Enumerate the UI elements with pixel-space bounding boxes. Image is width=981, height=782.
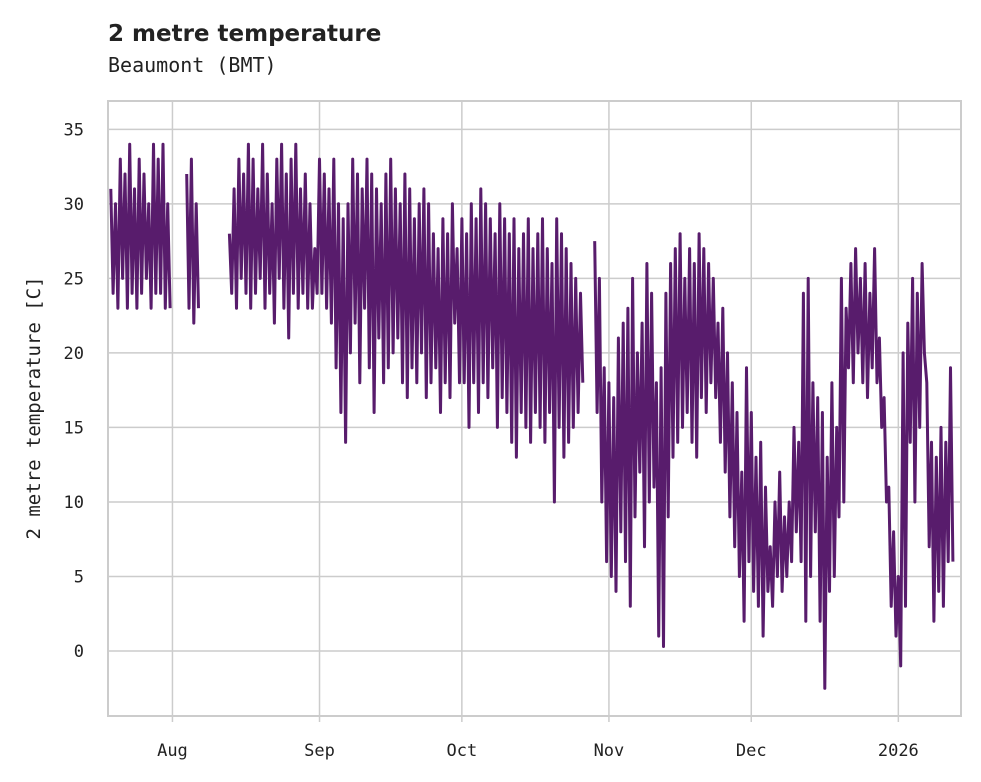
chart-subtitle: Beaumont (BMT) xyxy=(108,53,277,77)
chart-title: 2 metre temperature xyxy=(108,21,381,47)
y-tick-label: 20 xyxy=(64,344,84,364)
tick-labels: Aug Sep Oct Nov Dec 2026 0 5 10 15 20 25 30 35 xyxy=(64,120,919,761)
x-tick-label: Dec xyxy=(736,741,767,761)
x-tick-label: 2026 xyxy=(878,741,919,761)
x-tick-label: Oct xyxy=(446,741,477,761)
y-axis-label: 2 metre temperature [C] xyxy=(23,276,45,539)
series-line-segment xyxy=(109,142,172,310)
y-tick-label: 5 xyxy=(74,567,84,587)
y-tick-label: 35 xyxy=(64,120,84,140)
x-tick-label: Sep xyxy=(304,741,335,761)
y-tick-label: 15 xyxy=(64,418,84,438)
series-line-segment xyxy=(227,142,585,504)
y-tick-label: 10 xyxy=(64,493,84,513)
series-line-segment xyxy=(593,232,955,690)
series-line-segment xyxy=(185,157,200,325)
series-lines xyxy=(109,142,955,690)
x-tick-label: Nov xyxy=(594,741,625,761)
y-tick-label: 25 xyxy=(64,269,84,289)
y-tick-label: 30 xyxy=(64,195,84,215)
y-tick-label: 0 xyxy=(74,642,84,662)
plot-frame xyxy=(107,100,962,717)
x-tick-label: Aug xyxy=(157,741,188,761)
